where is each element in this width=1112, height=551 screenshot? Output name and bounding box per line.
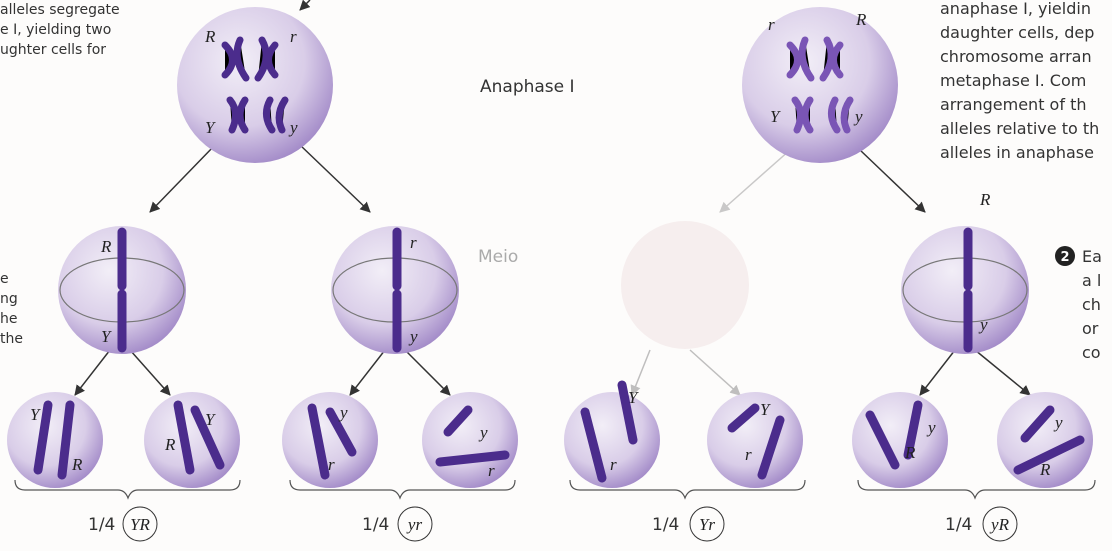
text-line: a l	[1082, 271, 1101, 290]
cell: y r	[282, 392, 378, 488]
gamete: 1/4 YR	[88, 507, 157, 541]
step-note: 2 Ea a l ch or co	[1055, 246, 1102, 362]
text-line: co	[1082, 343, 1101, 362]
cell: Y R	[144, 392, 240, 488]
allele-label: R	[204, 27, 216, 46]
allele-label: R	[164, 435, 176, 454]
text-line: arrangement of th	[940, 95, 1086, 114]
genotype: yR	[989, 515, 1010, 534]
gamete: 1/4 Yr	[652, 507, 724, 541]
cell: Y r	[564, 385, 660, 488]
allele-label: Y	[628, 388, 639, 407]
allele-label: y	[408, 327, 418, 346]
cell: Y r	[707, 392, 803, 488]
allele-label: y	[288, 118, 298, 137]
allele-label: r	[290, 27, 297, 46]
allele-label: R	[979, 190, 991, 209]
allele-label: Y	[30, 405, 41, 424]
allele-label: R	[855, 10, 867, 29]
text-line: e	[0, 271, 9, 287]
text-line: or	[1082, 319, 1099, 338]
allele-label: Y	[205, 410, 216, 429]
allele-label: y	[338, 403, 348, 422]
allele-label: y	[926, 418, 936, 437]
text-line: metaphase I. Com	[940, 71, 1086, 90]
cell: R Y	[58, 226, 186, 354]
text-line: he	[0, 311, 18, 327]
gamete: 1/4 yr	[362, 507, 432, 541]
text-line: alleles relative to th	[940, 119, 1099, 138]
allele-label: r	[328, 455, 335, 474]
left-text: e ng he the	[0, 271, 23, 347]
cell: R y	[901, 190, 1029, 354]
text-line: alleles in anaphase	[940, 143, 1094, 162]
cell: y R	[852, 392, 948, 488]
allele-label: Y	[101, 327, 112, 346]
text-line: Ea	[1082, 247, 1102, 266]
allele-label: R	[100, 237, 112, 256]
stage-label: Anaphase I	[480, 77, 575, 97]
top-left-text: alleles segregate e I, yielding two ught…	[0, 2, 120, 58]
faded-cell	[621, 221, 749, 349]
genotype: Yr	[699, 515, 715, 534]
allele-label: r	[768, 15, 775, 34]
allele-label: r	[488, 461, 495, 480]
cell: r R Y y	[742, 7, 898, 163]
top-right-text: anaphase I, yieldin daughter cells, dep …	[940, 0, 1099, 162]
text-line: alleles segregate	[0, 2, 120, 18]
text-line: ughter cells for	[0, 42, 106, 58]
stage-label: Meio	[478, 247, 518, 267]
allele-label: y	[1053, 413, 1063, 432]
fraction: 1/4	[362, 515, 389, 535]
gamete: 1/4 yR	[945, 507, 1017, 541]
cell: r y	[331, 226, 459, 354]
allele-label: Y	[205, 118, 216, 137]
text-line: the	[0, 331, 23, 347]
cell: y r	[422, 392, 518, 488]
step-number: 2	[1060, 250, 1069, 265]
genotype: yr	[406, 515, 423, 534]
allele-label: y	[978, 315, 988, 334]
allele-label: r	[410, 233, 417, 252]
text-line: ng	[0, 291, 18, 307]
illustration: alleles segregate e I, yielding two ught…	[0, 0, 1112, 551]
text-line: anaphase I, yieldin	[940, 0, 1091, 18]
cell: y R	[997, 392, 1093, 488]
genotype: YR	[130, 515, 150, 534]
allele-label: y	[853, 107, 863, 126]
fraction: 1/4	[652, 515, 679, 535]
allele-label: y	[478, 423, 488, 442]
allele-label: Y	[770, 107, 781, 126]
allele-label: r	[610, 455, 617, 474]
text-line: chromosome arran	[940, 47, 1092, 66]
allele-label: R	[71, 455, 83, 474]
text-line: ch	[1082, 295, 1101, 314]
text-line: e I, yielding two	[0, 22, 111, 38]
fraction: 1/4	[945, 515, 972, 535]
allele-label: r	[745, 445, 752, 464]
cell: R r Y y	[177, 7, 333, 163]
text-line: daughter cells, dep	[940, 23, 1094, 42]
allele-label: R	[904, 443, 916, 462]
allele-label: Y	[760, 400, 771, 419]
cell: Y R	[7, 392, 103, 488]
allele-label: R	[1039, 460, 1051, 479]
fraction: 1/4	[88, 515, 115, 535]
